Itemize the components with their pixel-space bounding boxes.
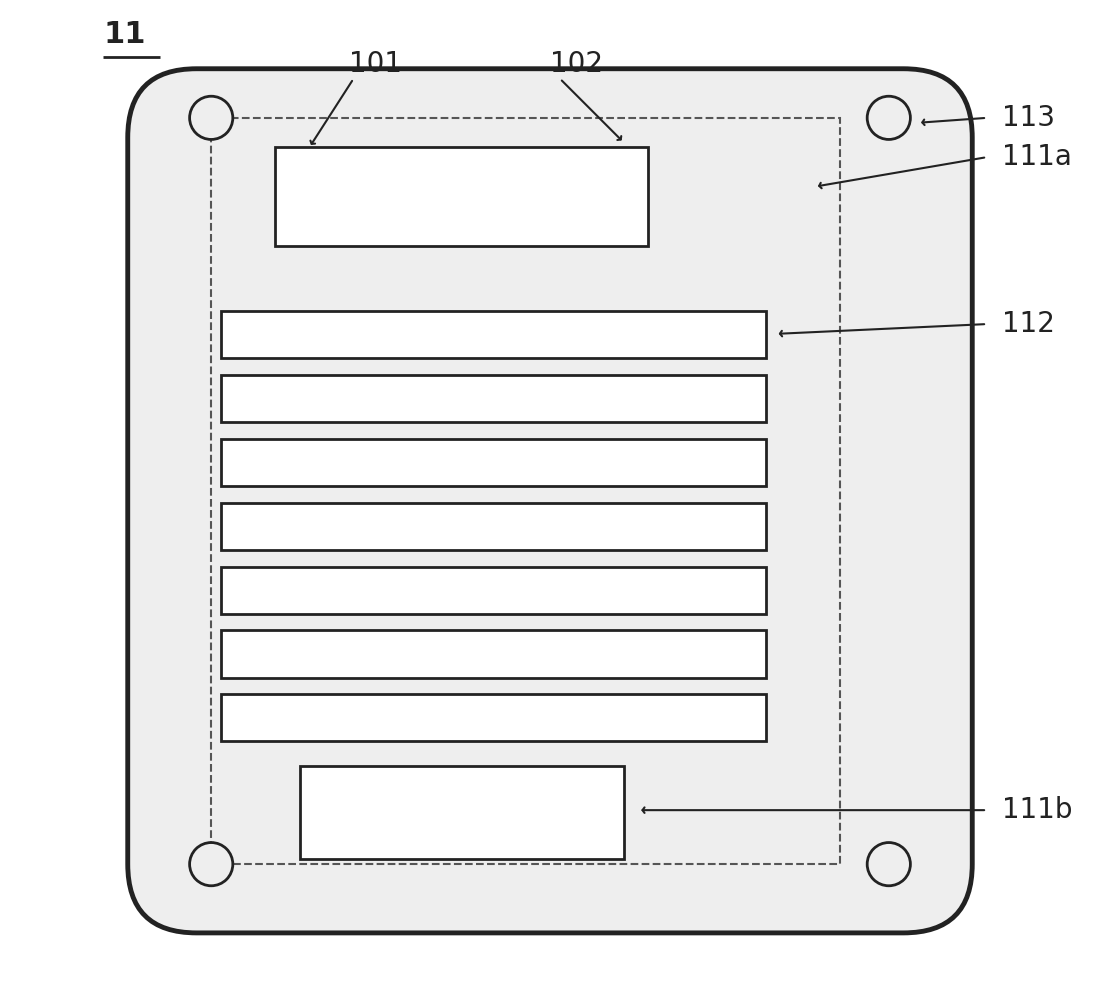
Bar [221, 375, 766, 422]
FancyBboxPatch shape [128, 69, 972, 933]
Bar [221, 694, 766, 741]
Bar [221, 439, 766, 486]
Bar [299, 766, 624, 859]
Text: 101: 101 [349, 50, 402, 78]
Text: 111b: 111b [1002, 796, 1072, 824]
Bar [221, 311, 766, 358]
Bar [275, 147, 648, 246]
Bar [221, 630, 766, 678]
Text: 102: 102 [550, 50, 603, 78]
Bar [221, 503, 766, 550]
Circle shape [867, 96, 911, 139]
Circle shape [867, 843, 911, 886]
Circle shape [189, 843, 233, 886]
Text: 11: 11 [103, 20, 145, 49]
Circle shape [189, 96, 233, 139]
Bar [211, 118, 839, 864]
Text: 113: 113 [1002, 104, 1055, 132]
Bar [221, 567, 766, 614]
Text: 111a: 111a [1002, 143, 1071, 171]
Text: 112: 112 [1002, 310, 1055, 338]
